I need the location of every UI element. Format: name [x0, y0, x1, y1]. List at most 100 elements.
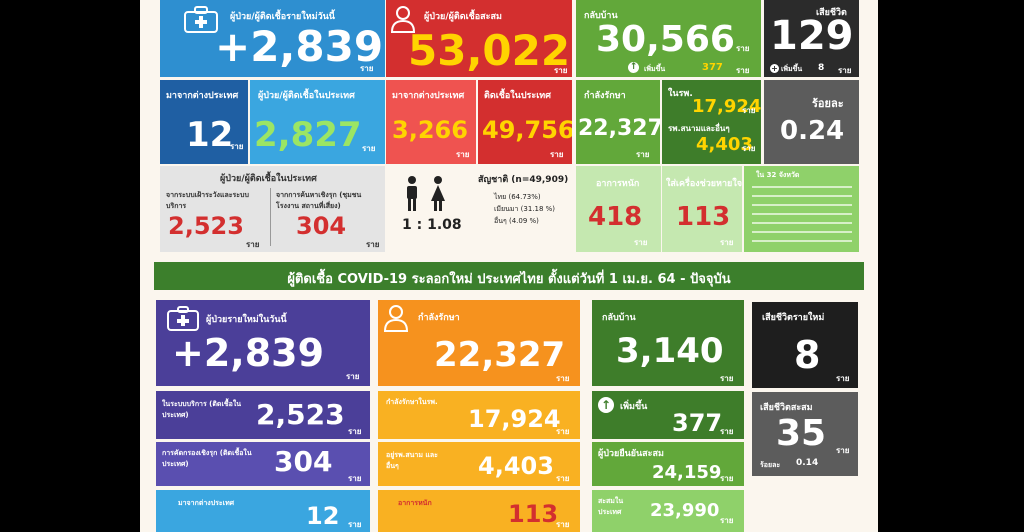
cum-domestic-value: 49,756 [482, 116, 572, 144]
plus-circle-icon: + [770, 64, 779, 73]
infographic-panel: ผู้ป่วย/ผู้ติดเชื้อรายใหม่วันนี้ +2,839 … [140, 0, 878, 532]
bottom-new-today-label: ผู้ป่วยรายใหม่ในวันนี้ [206, 315, 287, 325]
bottom-abroad-tile: มาจากต่างประเทศ 12 ราย [156, 490, 370, 532]
cumulative-unit: ราย [554, 66, 568, 75]
deaths-value: 129 [770, 13, 854, 59]
bottom-severe-tile: อาการหนัก 113 ราย [378, 490, 580, 532]
cum-domestic-unit: ราย [550, 150, 564, 159]
treating-value: 22,327 [578, 116, 660, 141]
cum-abroad-label: มาจากต่างประเทศ [392, 91, 465, 101]
recovered-increase-label: เพิ่มขึ้น [644, 65, 666, 73]
field-hospital-label: รพ.สนามและอื่นๆ [668, 124, 730, 133]
field-hospital-value: 4,403 [696, 134, 753, 155]
cumulative-value: 53,022 [408, 26, 571, 75]
nationality-line-thai: ไทย (64.73%) [494, 193, 541, 201]
deaths-tile: เสียชีวิต 129 + เพิ่มขึ้น 8 ราย [764, 0, 859, 77]
gender-ratio: 1 : 1.08 [402, 217, 462, 233]
hospital-tile: ในรพ. 17,924 ราย รพ.สนามและอื่นๆ 4,403 ร… [662, 80, 761, 164]
recovered-increase-value: 377 [702, 62, 723, 73]
percent-value: 0.24 [780, 116, 845, 146]
bottom-recovered-value: 3,140 [616, 331, 724, 371]
cumulative-tile: ผู้ป่วย/ผู้ติดเชื้อสะสม 53,022 ราย [386, 0, 572, 77]
bottom-cum-deaths-label: เสียชีวิตสะสม [760, 403, 813, 413]
bottom-treating-unit: ราย [556, 374, 570, 383]
recovered-label: กลับบ้าน [584, 11, 618, 21]
from-abroad-value: 12 [186, 115, 234, 155]
bottom-abroad-unit: ราย [348, 520, 362, 529]
banner-text: ผู้ติดเชื้อ COVID-19 ระลอกใหม่ ประเทศไทย… [287, 272, 731, 287]
bottom-increase-value: 377 [672, 409, 723, 437]
nationality-line-myanmar: เมียนมา (31.18 %) [494, 205, 556, 213]
deaths-increase-label: เพิ่มขึ้น [781, 65, 803, 73]
bottom-new-today-value: +2,839 [172, 331, 325, 375]
bottom-cum-confirmed-unit: ราย [720, 474, 734, 483]
bottom-field-value: 4,403 [478, 452, 554, 480]
bottom-recovered-label: กลับบ้าน [602, 313, 636, 323]
gender-nationality-tile: 1 : 1.08 สัญชาติ (n=49,909) ไทย (64.73%)… [386, 166, 572, 252]
bottom-treating-value: 22,327 [434, 335, 566, 375]
bottom-cum-confirmed-value: 24,159 [652, 462, 722, 483]
bottom-cum-deaths-pct-label: ร้อยละ [760, 461, 781, 469]
from-abroad-label: มาจากต่างประเทศ [166, 91, 239, 101]
nationality-title: สัญชาติ (n=49,909) [478, 175, 569, 185]
bottom-treating-tile: กำลังรักษา 22,327 ราย [378, 300, 580, 386]
bottom-active-value: 304 [274, 445, 333, 478]
cumulative-label: ผู้ป่วย/ผู้ติดเชื้อสะสม [424, 12, 502, 22]
domestic-value: 2,827 [254, 115, 362, 155]
new-today-tile: ผู้ป่วย/ผู้ติดเชื้อรายใหม่วันนี้ +2,839 … [160, 0, 385, 77]
bottom-field-label: อยู่รพ.สนาม และอื่นๆ [386, 451, 438, 470]
bottom-recovered-unit: ราย [720, 374, 734, 383]
bottom-new-deaths-label: เสียชีวิตรายใหม่ [762, 313, 825, 323]
arrow-up-icon: ↑ [628, 62, 639, 73]
medical-kit-icon [184, 6, 218, 33]
cum-abroad-tile: มาจากต่างประเทศ 3,266 ราย [386, 80, 476, 164]
nationality-line-other: อื่นๆ (4.09 %) [494, 217, 539, 225]
male-icon [407, 176, 417, 211]
person-icon [390, 6, 416, 33]
bottom-cum-domestic-label: สะสมในประเทศ [598, 497, 624, 516]
bottom-field-tile: อยู่รพ.สนาม และอื่นๆ 4,403 ราย [378, 442, 580, 486]
provinces-title: ใน 32 จังหวัด [756, 171, 800, 179]
bottom-abroad-label: มาจากต่างประเทศ [178, 499, 235, 507]
active-search-value: 304 [296, 212, 347, 240]
service-system-value: 2,523 [168, 212, 244, 240]
bottom-abroad-value: 12 [306, 502, 340, 530]
bottom-active-unit: ราย [348, 474, 362, 483]
new-today-label: ผู้ป่วย/ผู้ติดเชื้อรายใหม่วันนี้ [230, 12, 335, 22]
ventilator-label: ใส่เครื่องช่วยหายใจ [666, 179, 742, 189]
ventilator-value: 113 [676, 202, 731, 232]
percent-label: ร้อยละ [812, 97, 844, 110]
bottom-cum-domestic-tile: สะสมในประเทศ 23,990 ราย [592, 490, 744, 532]
bottom-field-unit: ราย [556, 474, 570, 483]
recovered-value: 30,566 [596, 19, 735, 60]
bottom-cum-deaths-value: 35 [776, 413, 827, 454]
bottom-service-label: ในระบบบริการ (ติดเชื้อในประเทศ) [162, 400, 242, 419]
bottom-treating-label: กำลังรักษา [418, 313, 460, 323]
from-abroad-unit: ราย [230, 142, 244, 151]
deaths-increase-unit: ราย [838, 66, 852, 75]
bottom-new-deaths-tile: เสียชีวิตรายใหม่ 8 ราย [752, 302, 858, 388]
bottom-cum-confirmed-tile: ผู้ป่วยยืนยันสะสม 24,159 ราย [592, 442, 744, 486]
bottom-new-deaths-value: 8 [794, 333, 821, 377]
domestic-label: ผู้ป่วย/ผู้ติดเชื้อในประเทศ [258, 91, 355, 101]
bottom-severe-value: 113 [508, 500, 559, 528]
bottom-increase-unit: ราย [720, 427, 734, 436]
bottom-cum-deaths-tile: เสียชีวิตสะสม 35 ราย ร้อยละ 0.14 [752, 392, 858, 476]
new-today-unit: ราย [360, 64, 374, 73]
province-list [752, 182, 852, 248]
ventilator-unit: ราย [720, 238, 734, 247]
hospital-value: 17,924 [692, 96, 761, 117]
severe-unit: ราย [634, 238, 648, 247]
female-icon [431, 176, 445, 211]
arrow-up-icon: ↑ [598, 397, 614, 413]
banner: ผู้ติดเชื้อ COVID-19 ระลอกใหม่ ประเทศไทย… [154, 262, 864, 290]
bottom-cum-domestic-unit: ราย [720, 516, 734, 525]
service-system-unit: ราย [246, 240, 260, 249]
severe-tile: อาการหนัก 418 ราย [576, 166, 661, 252]
bottom-new-today-tile: ผู้ป่วยรายใหม่ในวันนี้ +2,839 ราย [156, 300, 370, 386]
bottom-hospital-label: กำลังรักษาในรพ. [386, 398, 438, 406]
severe-label: อาการหนัก [596, 179, 640, 189]
bottom-severe-label: อาการหนัก [398, 499, 432, 507]
hospital-label: ในรพ. [668, 89, 693, 99]
bottom-recovered-tile: กลับบ้าน 3,140 ราย [592, 300, 744, 386]
